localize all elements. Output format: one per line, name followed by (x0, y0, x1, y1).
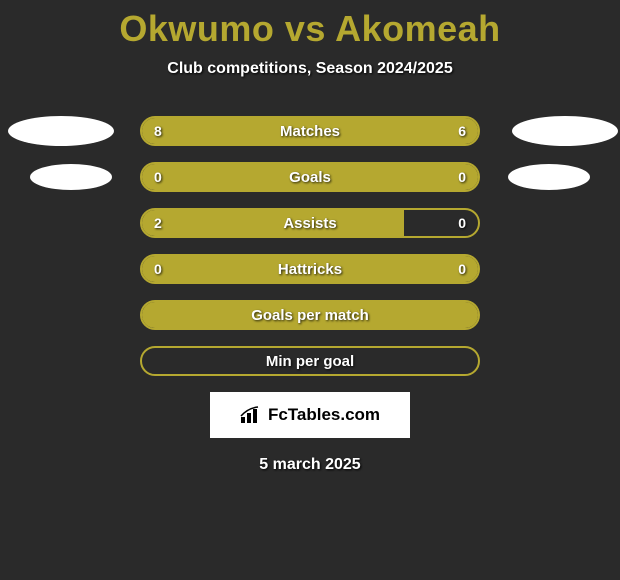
decorative-ellipse (8, 116, 114, 146)
date-caption: 5 march 2025 (0, 456, 620, 474)
stat-fill-left (142, 302, 478, 328)
bar-chart-icon (240, 406, 262, 424)
stat-value-right: 0 (458, 164, 466, 190)
fctables-logo: FcTables.com (210, 392, 410, 438)
stat-value-right: 6 (458, 118, 466, 144)
stat-fill-right (334, 118, 478, 144)
stat-fill-left (142, 118, 334, 144)
stat-value-left: 0 (154, 164, 162, 190)
stat-value-right: 0 (458, 210, 466, 236)
stat-row: 00Hattricks (140, 254, 480, 284)
comparison-chart: 86Matches00Goals20Assists00HattricksGoal… (0, 116, 620, 474)
stat-fill-left (142, 256, 310, 282)
decorative-ellipse (30, 164, 112, 190)
stat-row: Goals per match (140, 300, 480, 330)
stat-row: 86Matches (140, 116, 480, 146)
stat-row: 00Goals (140, 162, 480, 192)
stat-value-left: 8 (154, 118, 162, 144)
subtitle: Club competitions, Season 2024/2025 (0, 60, 620, 78)
stat-value-right: 0 (458, 256, 466, 282)
stat-label: Min per goal (142, 348, 478, 374)
decorative-ellipse (508, 164, 590, 190)
stat-fill-left (142, 164, 310, 190)
stat-fill-right (310, 256, 478, 282)
stat-row: 20Assists (140, 208, 480, 238)
stat-value-left: 2 (154, 210, 162, 236)
stat-value-left: 0 (154, 256, 162, 282)
stat-fill-left (142, 210, 404, 236)
stat-fill-right (310, 164, 478, 190)
logo-text: FcTables.com (268, 405, 380, 425)
stat-row: Min per goal (140, 346, 480, 376)
decorative-ellipse (512, 116, 618, 146)
page-title: Okwumo vs Akomeah (0, 0, 620, 50)
